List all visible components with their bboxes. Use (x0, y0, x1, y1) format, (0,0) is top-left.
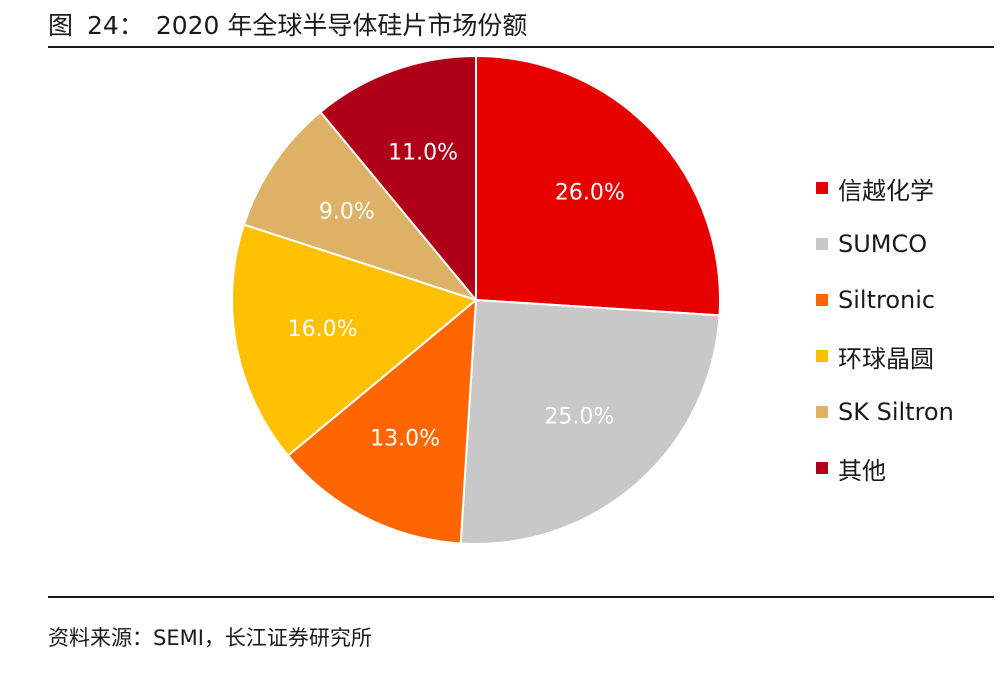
pie-slice-3 (230, 223, 479, 457)
legend-swatch (816, 294, 828, 306)
figure-title-text: 2020 年全球半导体硅片市场份额 (155, 11, 528, 40)
legend-swatch (816, 350, 828, 362)
pie-slice-2 (286, 297, 478, 545)
data-label-1: 25.0% (544, 405, 614, 430)
data-label-5: 11.0% (388, 141, 458, 166)
legend-item: SK Siltron (816, 384, 954, 440)
legend-label: 环球晶圆 (838, 344, 934, 373)
legend-label: 其他 (838, 456, 886, 485)
legend-label: SK Siltron (838, 398, 954, 426)
pie-slice-1 (459, 298, 721, 545)
legend-item: 环球晶圆 (816, 328, 954, 384)
legend-label: Siltronic (838, 286, 936, 314)
legend-label: SUMCO (838, 230, 928, 258)
pie-slice-0 (475, 54, 721, 317)
legend-swatch (816, 406, 828, 418)
legend-item: Siltronic (816, 272, 954, 328)
source-note: 资料来源：SEMI，长江证券研究所 (48, 626, 372, 650)
title-divider (48, 46, 994, 48)
legend-swatch (816, 462, 828, 474)
source-divider (48, 596, 994, 598)
data-label-0: 26.0% (555, 181, 625, 206)
figure-prefix: 图 (48, 11, 74, 40)
data-label-3: 16.0% (288, 317, 358, 342)
legend-item: 其他 (816, 440, 954, 496)
chart-legend: 信越化学 SUMCO Siltronic 环球晶圆 SK Siltron 其他 (816, 160, 954, 496)
pie-slice-4 (242, 110, 479, 303)
figure-title: 图 24： 2020 年全球半导体硅片市场份额 (48, 6, 527, 42)
figure-number: 24： (87, 11, 144, 40)
pie-slice-5 (319, 54, 477, 303)
legend-swatch (816, 182, 828, 194)
legend-swatch (816, 238, 828, 250)
data-label-2: 13.0% (370, 427, 440, 452)
data-label-4: 9.0% (319, 200, 375, 225)
legend-item: SUMCO (816, 216, 954, 272)
legend-label: 信越化学 (838, 176, 934, 205)
legend-item: 信越化学 (816, 160, 954, 216)
